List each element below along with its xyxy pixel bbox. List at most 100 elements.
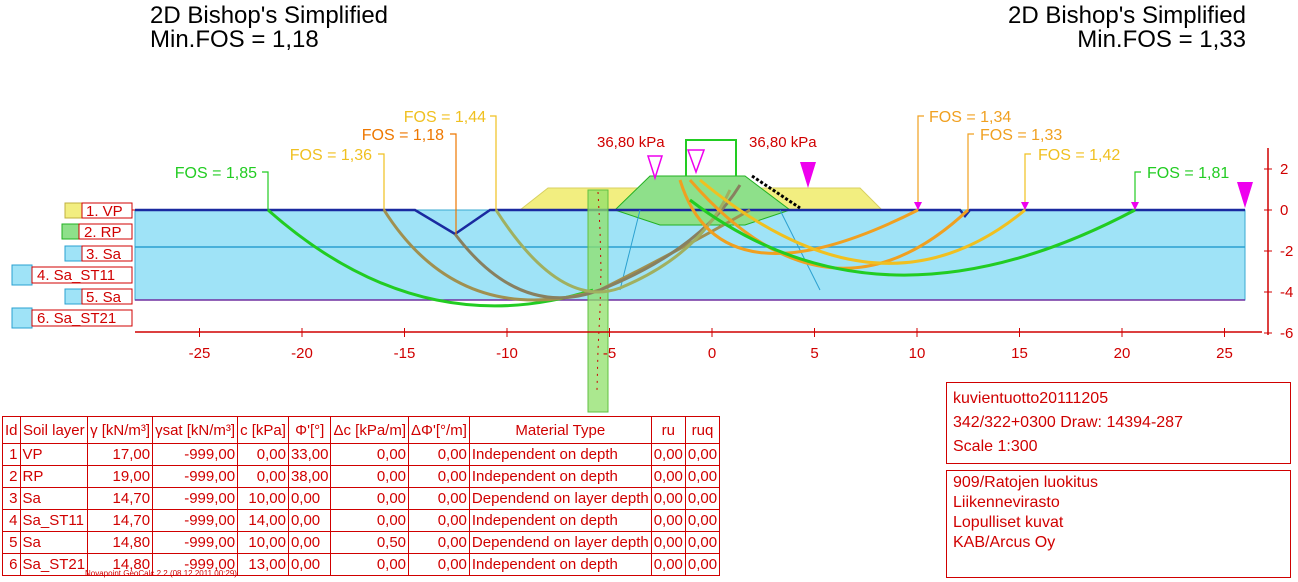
project-info-box: kuvientuotto20111205 342/322+0300 Draw: … [946, 382, 1291, 464]
table-cell: 0,00 [330, 553, 410, 576]
table-cell: Sa_ST21 [19, 553, 89, 576]
table-header-cell: Soil layer [19, 416, 89, 444]
project-name: kuvientuotto20111205 [953, 390, 1109, 407]
y-axis: 2 0 -2 -4 -6 [1264, 148, 1293, 342]
table-row: 6 Sa_ST21 14,80 -999,00 13,00 0,00 0,00 0,00 Ind… [2, 553, 721, 576]
layer-label-2: 2. RP [84, 224, 122, 241]
layer-label-box-5 [81, 288, 133, 305]
table-cell: 1 [2, 443, 21, 466]
fos-end-markers [914, 202, 1139, 210]
table-cell: 10,00 [237, 487, 289, 510]
table-header-cell: γ [kN/m³] [87, 416, 154, 444]
table-cell: Dependend on layer depth [468, 487, 652, 510]
slip-circle-fos-181 [689, 198, 1136, 277]
footer-text: Novapoint GeoCalc 2.2 (08.12.2011 00:29) [85, 569, 237, 578]
table-header-cell: c [kPa] [237, 416, 289, 444]
table-cell: 14,80 [87, 531, 154, 554]
fos-leader [262, 171, 269, 210]
table-header-cell: ruq [684, 416, 721, 444]
table-cell: 0,00 [650, 531, 686, 554]
table-cell: 0,00 [684, 465, 721, 488]
table-cell: Sa_ST11 [19, 509, 89, 532]
table-cell: 0,00 [237, 443, 289, 466]
org-line-4: KAB/Arcus Oy [953, 534, 1056, 551]
software-footer: Novapoint GeoCalc 2.2 (08.12.2011 00:29) [85, 569, 237, 578]
table-cell: 0,00 [408, 487, 470, 510]
load-marker-filled [1237, 182, 1253, 208]
table-cell: -999,00 [152, 487, 239, 510]
x-tick-label: -10 [496, 345, 518, 362]
load-label-right: 36,80 kPa [749, 134, 817, 151]
table-row: 4 Sa_ST11 14,70 -999,00 14,00 0,00 0,00 0,00 Ind… [2, 509, 721, 532]
table-cell: 0,00 [408, 531, 470, 554]
table-cell: 0,00 [287, 509, 332, 532]
fos-label-7: FOS = 1,42 [1038, 147, 1120, 164]
table-cell: 14,70 [87, 509, 154, 532]
title-right-method: 2D Bishop's Simplified [1007, 2, 1246, 29]
layer-swatch-4 [11, 264, 33, 286]
table-row: 5 Sa 14,80 -999,00 10,00 0,00 0,50 0,00 Dependen… [2, 531, 721, 554]
table-cell: 0,00 [650, 487, 686, 510]
fos-label-5: FOS = 1,34 [929, 109, 1011, 126]
layer-label-5: 5. Sa [86, 289, 122, 306]
table-cell: 10,00 [237, 531, 289, 554]
table-cell: 6 [2, 553, 21, 576]
x-tick-label: -20 [291, 345, 313, 362]
table-cell: 4 [2, 509, 21, 532]
title-left-fos: Min.FOS = 1,18 [150, 26, 319, 53]
x-tick-label: 25 [1216, 345, 1233, 362]
layer-legend: 1. VP 2. RP 3. Sa 4. Sa_ST11 5. Sa 6. Sa… [11, 202, 135, 329]
fos-label-3: FOS = 1,18 [362, 127, 444, 144]
table-cell: Independent on depth [468, 553, 652, 576]
table-cell: -999,00 [152, 465, 239, 488]
table-header-cell: Δc [kPa/m] [330, 416, 410, 444]
table-row: 3 Sa 14,70 -999,00 10,00 0,00 0,00 0,00 Dependen… [2, 487, 721, 510]
fos-label-4: FOS = 1,44 [404, 109, 486, 126]
table-cell: Sa [19, 531, 89, 554]
layer-label-4: 4. Sa_ST11 [37, 267, 115, 284]
fos-leader [1024, 153, 1031, 210]
layer-label-3: 3. Sa [86, 246, 122, 263]
organization-box: 909/Ratojen luokitus Liikennevirasto Lop… [946, 470, 1291, 578]
slip-circle-fos-134 [678, 179, 919, 255]
table-cell: -999,00 [152, 509, 239, 532]
y-tick-label: -4 [1280, 284, 1293, 301]
table-cell: VP [19, 443, 89, 466]
layer-label-box-3 [81, 245, 133, 262]
soil-layer-table: Id Soil layer γ [kN/m³] γsat [kN/m³] c [kPa]… [2, 416, 721, 576]
fos-leader [917, 115, 924, 210]
table-cell: Independent on depth [468, 509, 652, 532]
drawing-number: 342/322+0300 Draw: 14394-287 [953, 414, 1183, 431]
x-ticks: -25 -20 -15 -10 -5 0 5 10 15 20 25 [189, 328, 1233, 362]
table-cell: 0,00 [287, 531, 332, 554]
table-cell: 0,00 [650, 509, 686, 532]
table-cell: -999,00 [152, 443, 239, 466]
fos-leader [1134, 171, 1141, 210]
slip-circle-fos-185 [267, 208, 594, 308]
x-tick-label: -15 [394, 345, 416, 362]
y-tick-label: -6 [1280, 325, 1293, 342]
table-header-cell: Φ'[°] [287, 416, 332, 444]
x-tick-label: 20 [1114, 345, 1131, 362]
table-cell: 38,00 [287, 465, 332, 488]
table-cell: 0,00 [650, 465, 686, 488]
fos-leader [450, 133, 457, 234]
table-cell: Sa [19, 487, 89, 510]
load-marker-filled [800, 162, 816, 188]
ground-surface [135, 208, 1245, 236]
layer-swatch-1 [64, 202, 83, 219]
x-tick-label: 10 [909, 345, 926, 362]
table-cell: 3 [2, 487, 21, 510]
fos-label-8: FOS = 1,81 [1147, 165, 1229, 182]
table-row: 1 VP 17,00 -999,00 0,00 33,00 0,00 0,00 Independ… [2, 443, 721, 466]
layer-swatch-2 [61, 223, 80, 240]
table-cell: 0,00 [237, 465, 289, 488]
x-axis: -25 -20 -15 -10 -5 0 5 10 15 20 25 [135, 328, 1262, 362]
layer-label-box-4 [31, 266, 133, 284]
table-cell: 13,00 [237, 553, 289, 576]
layer-label-box-6 [31, 309, 133, 327]
title-left: 2D Bishop's Simplified Min.FOS = 1,18 [150, 4, 388, 52]
load-marker-open [646, 155, 664, 181]
table-cell: 14,80 [87, 553, 154, 576]
fos-label-2: FOS = 1,36 [290, 147, 372, 164]
